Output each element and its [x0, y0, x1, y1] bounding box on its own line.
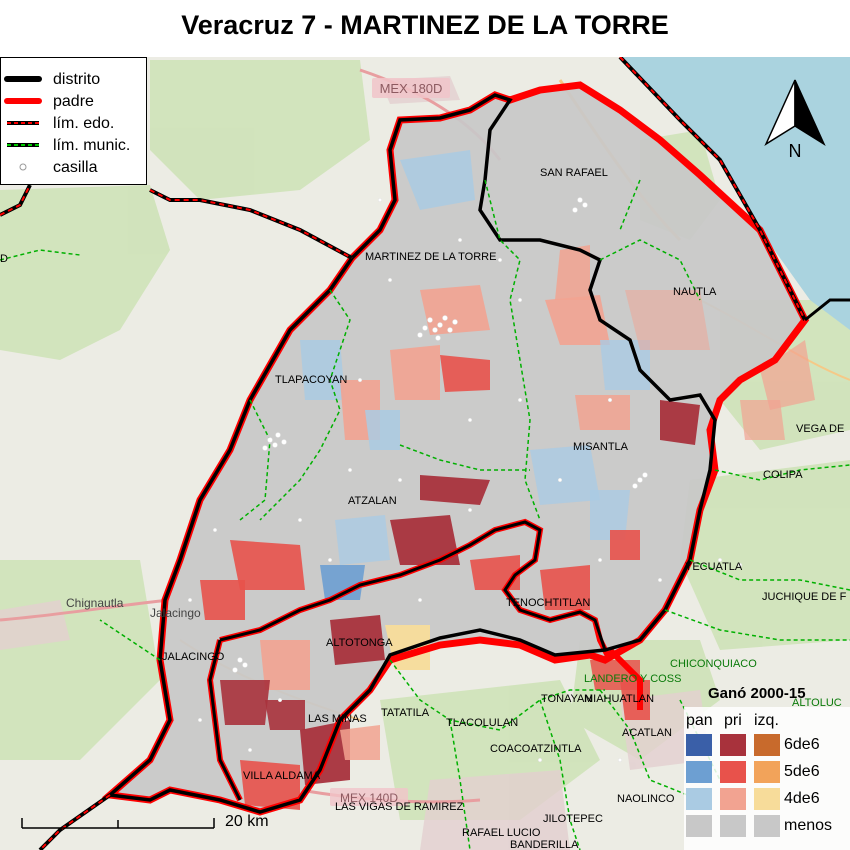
place-label-tatatila: TATATILA [381, 707, 430, 719]
place-label-nautla: NAUTLA [673, 286, 717, 298]
place-label-yecuatla: YECUATLA [685, 561, 743, 573]
place-label-las-vigas: LAS VIGAS DE RAMIREZ [335, 801, 464, 813]
legend-item-lim-munic: lím. munic. [1, 134, 148, 156]
place-label-banderilla: BANDERILLA [510, 839, 579, 850]
scale-bar-graphic [21, 818, 215, 829]
swatch-izq-menos [754, 815, 780, 837]
scale-bar: 20 km [20, 810, 290, 840]
place-label-juchique: JUCHIQUE DE F [762, 591, 847, 603]
place-label-vega: VEGA DE [796, 423, 844, 435]
winner-legend: Ganó 2000-15 pan pri izq. 6de6 5de6 4de6… [680, 685, 850, 850]
swatch-izq-5de6 [754, 761, 780, 783]
winner-head-pri: pri [724, 712, 742, 729]
legend-symbol-lim-munic [7, 143, 39, 147]
swatch-pri-menos [720, 815, 746, 837]
legend-item-distrito: distrito [1, 68, 148, 90]
north-label: N [789, 141, 802, 158]
road-shield-2: MEX 140D [330, 788, 408, 806]
place-label-misantla: MISANTLA [573, 441, 629, 453]
place-label-jalacingo: JALACINGO [162, 651, 225, 663]
swatch-pan-menos [686, 815, 712, 837]
polling-stations [187, 197, 743, 763]
place-label-d-left: D [0, 253, 8, 265]
legend-symbol-lim-edo [7, 121, 39, 125]
tier-5de6: 5de6 [784, 763, 820, 780]
legend-item-casilla: casilla [1, 156, 148, 178]
map-legend: distrito padre lím. edo. lím. munic. cas… [0, 57, 147, 185]
road-shield-1: MEX 180D [372, 78, 450, 98]
north-arrow: N [760, 78, 830, 161]
north-arrow-icon: N [764, 79, 826, 161]
legend-item-padre: padre [1, 90, 148, 112]
district-area [110, 85, 805, 812]
legend-symbol-distrito [4, 76, 42, 82]
state-limit [0, 57, 850, 850]
legend-label-lim-edo: lím. edo. [53, 115, 115, 132]
place-label-tlacolulan: TLACOLULAN [446, 717, 518, 729]
place-label-atzalan: ATZALAN [348, 495, 397, 507]
winner-legend-panel: pan pri izq. 6de6 5de6 4de6 menos [684, 707, 850, 850]
legend-symbol-casilla [19, 163, 27, 171]
tier-menos: menos [784, 817, 833, 834]
swatch-pri-5de6 [720, 761, 746, 783]
tier-6de6: 6de6 [784, 736, 820, 753]
place-label-jilotepec: JILOTEPEC [543, 813, 603, 825]
road-label-1: MEX 180D [380, 81, 443, 96]
legend-item-lim-edo: lím. edo. [1, 112, 148, 134]
district-boundary-inner-2 [208, 639, 242, 801]
place-label-rafael-lucio: RAFAEL LUCIO [462, 827, 541, 839]
swatch-izq-6de6 [754, 734, 780, 756]
place-labels: SAN RAFAEL MARTINEZ DE LA TORRE NAUTLA T… [0, 167, 847, 850]
place-label-san-rafael: SAN RAFAEL [540, 167, 608, 179]
winner-head-pan: pan [686, 712, 713, 729]
road-label-2: MEX 140D [340, 791, 398, 805]
place-label-miahuatlan: MIAHUATLAN [584, 693, 654, 705]
place-label-altotonga: ALTOTONGA [326, 637, 393, 649]
precinct-shading [200, 150, 815, 810]
scale-label: 20 km [225, 813, 269, 830]
swatch-pri-4de6 [720, 788, 746, 810]
legend-symbol-padre [4, 98, 42, 104]
swatch-pan-5de6 [686, 761, 712, 783]
place-label-naolinco: NAOLINCO [617, 793, 675, 805]
winner-head-izq: izq. [754, 712, 779, 729]
place-label-landero: LANDERO Y COSS [584, 673, 681, 685]
swatch-izq-4de6 [754, 788, 780, 810]
district-boundary [105, 93, 717, 814]
map-title: Veracruz 7 - MARTINEZ DE LA TORRE [181, 10, 669, 40]
place-label-colipa: COLIPA [763, 469, 803, 481]
place-label-jalacingo-city: Jalacingo [150, 606, 201, 620]
swatch-pan-4de6 [686, 788, 712, 810]
parent-inner-line-3 [607, 647, 643, 710]
legend-label-padre: padre [53, 93, 94, 110]
place-label-las-minas: LAS MINAS [308, 713, 367, 725]
place-label-martinez: MARTINEZ DE LA TORRE [365, 251, 496, 263]
place-label-villa-aldama: VILLA ALDAMA [243, 770, 321, 782]
legend-label-casilla: casilla [53, 159, 98, 176]
place-label-acatlan: ACATLAN [622, 727, 672, 739]
place-label-chiconquiaco: CHICONQUIACO [670, 658, 757, 670]
place-label-tlapacoyan: TLAPACOYAN [275, 374, 347, 386]
place-label-coacoatzintla: COACOATZINTLA [490, 743, 582, 755]
swatch-pan-6de6 [686, 734, 712, 756]
district-boundary-inner [219, 520, 607, 651]
legend-label-distrito: distrito [53, 71, 101, 88]
winner-legend-title: Ganó 2000-15 [708, 685, 806, 702]
legend-label-lim-munic: lím. munic. [53, 137, 131, 154]
place-label-altoluc: ALTOLUC [792, 697, 842, 709]
place-label-chignautla: Chignautla [66, 596, 124, 610]
tier-4de6: 4de6 [784, 790, 820, 807]
place-label-tonayan: TONAYAN [541, 693, 592, 705]
swatch-pri-6de6 [720, 734, 746, 756]
place-label-tenochtitlan: TENOCHTITLAN [506, 597, 590, 609]
